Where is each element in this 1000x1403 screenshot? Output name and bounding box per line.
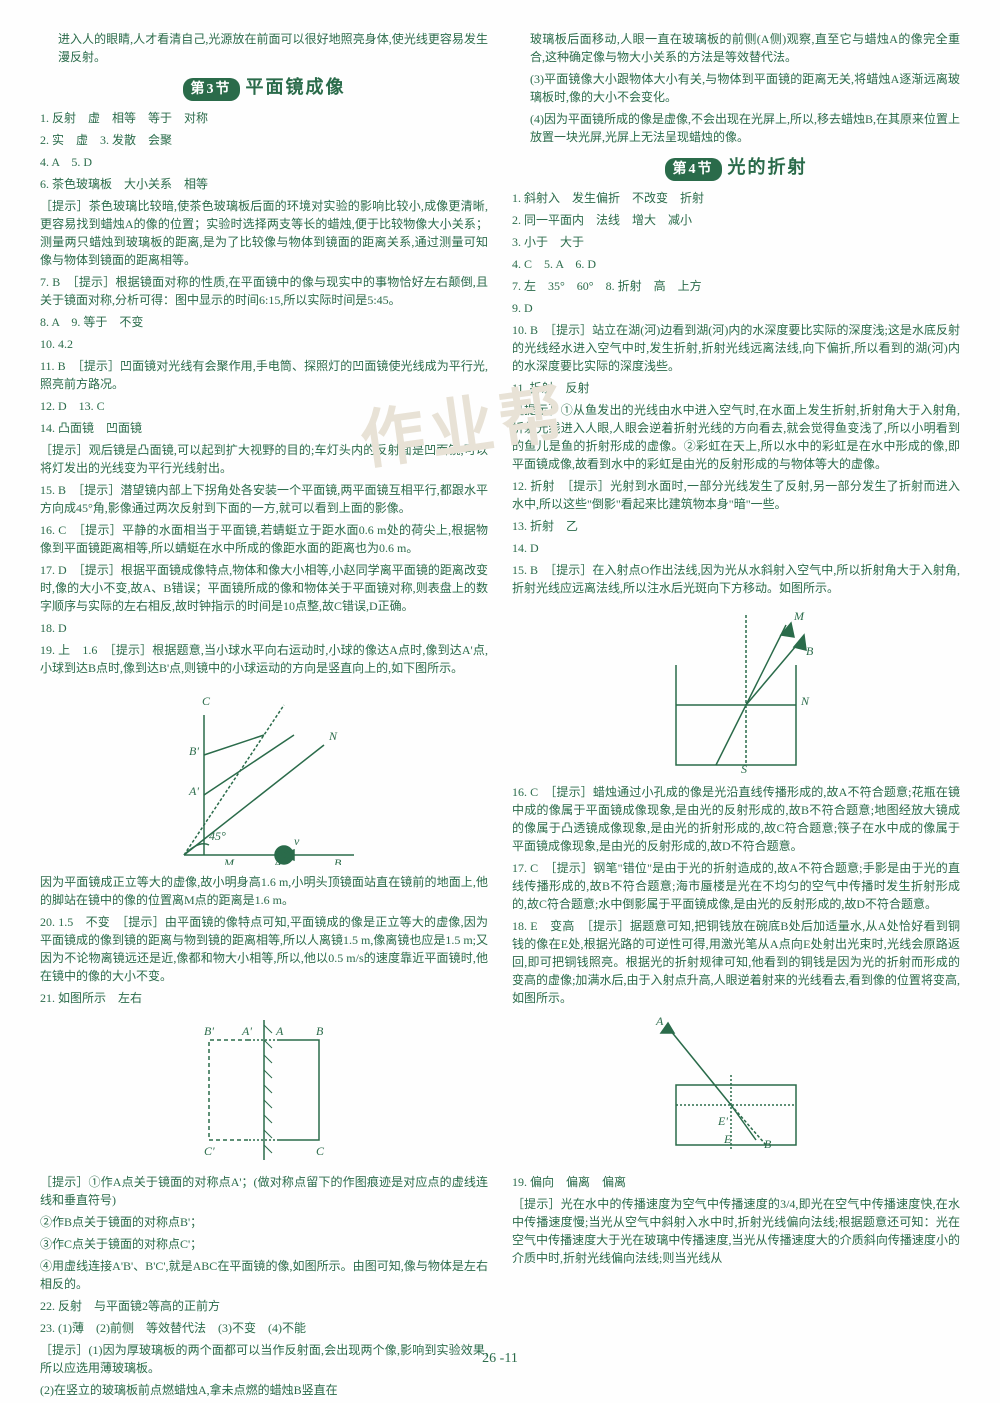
- svg-text:C: C: [316, 1144, 325, 1158]
- diagram-mirror-ball: C B' N A' 45° v M A B: [40, 685, 488, 865]
- text-item: 11. 折射 反射: [512, 379, 960, 397]
- text-item: 2. 同一平面内 法线 增大 减小: [512, 211, 960, 229]
- text-item: 22. 反射 与平面镜2等高的正前方: [40, 1297, 488, 1315]
- diagram-refraction-tank: M B N S: [512, 605, 960, 775]
- left-intro: 进入人的眼睛,人才看清自己,光源放在前面可以很好地照亮身体,使光线更容易发生漫反…: [40, 30, 488, 66]
- svg-text:N: N: [328, 729, 338, 743]
- right-intro: 玻璃板后面移动,人眼一直在玻璃板的前侧(A侧)观察,直至它与蜡烛A的像完全重合,…: [512, 30, 960, 146]
- text-item: 15. B ［提示］在入射点O作出法线,因为光从水斜射入空气中,所以折射角大于入…: [512, 561, 960, 597]
- svg-text:N: N: [800, 694, 810, 708]
- right-items: 1. 斜射入 发生偏折 不改变 折射 2. 同一平面内 法线 增大 减小 3. 小于…: [512, 189, 960, 597]
- text-item: 13. 折射 乙: [512, 517, 960, 535]
- text-item: 6. 茶色玻璃板 大小关系 相等: [40, 175, 488, 193]
- diagram-abc-mirror: B' A' A B C' C: [40, 1015, 488, 1165]
- text-item: 4. A 5. D: [40, 153, 488, 171]
- svg-text:S: S: [741, 762, 747, 775]
- text-item: (2)在竖立的玻璃板前点燃蜡烛A,拿未点燃的蜡烛B竖直在: [40, 1381, 488, 1399]
- svg-text:E: E: [723, 1132, 732, 1146]
- text-item: 16. C ［提示］平静的水面相当于平面镜,若蜻蜓立于距水面0.6 m处的荷尖上…: [40, 521, 488, 557]
- text-item: 16. C ［提示］蜡烛通过小孔成的像是光沿直线传播形成的,故A不符合题意;花瓶…: [512, 783, 960, 855]
- text-item: 4. C 5. A 6. D: [512, 255, 960, 273]
- text-item: 3. 小于 大于: [512, 233, 960, 251]
- text-item: 14. D: [512, 539, 960, 557]
- text-item: 10. 4.2: [40, 335, 488, 353]
- right-column: 玻璃板后面移动,人眼一直在玻璃板的前侧(A侧)观察,直至它与蜡烛A的像完全重合,…: [512, 30, 960, 1403]
- text-item: 18. D: [40, 619, 488, 637]
- text-item: 10. B ［提示］站立在湖(河)边看到湖(河)内的水深度要比实际的深度浅;这是…: [512, 321, 960, 375]
- text-item: 20. 1.5 不变 ［提示］由平面镜的像特点可知,平面镜成的像是正立等大的虚像…: [40, 913, 488, 985]
- left-post-d1: 因为平面镜成正立等大的虚像,故小明身高1.6 m,小明头顶镜面站直在镜前的地面上…: [40, 873, 488, 1007]
- section3-badge: 第3节: [183, 78, 240, 101]
- text-item: ［提示］观后镜是凸面镜,可以起到扩大视野的目的;车灯头内的反射面是凹面镜,可以将…: [40, 441, 488, 477]
- section4-text: 光的折射: [728, 157, 808, 177]
- text-item: 18. E 变高 ［提示］据题意可知,把铜钱放在碗底B处后加适量水,从A处恰好看…: [512, 917, 960, 1007]
- svg-text:C': C': [204, 1144, 215, 1158]
- text-item: 23. (1)薄 (2)前侧 等效替代法 (3)不变 (4)不能: [40, 1319, 488, 1337]
- section3-title: 第3节平面镜成像: [40, 74, 488, 101]
- text-item: 12. D 13. C: [40, 397, 488, 415]
- diagram-coin-bowl: A E' E B: [512, 1015, 960, 1165]
- text-item: 7. 左 35° 60° 8. 折射 高 上方: [512, 277, 960, 295]
- text-item: 15. B ［提示］潜望镜内部上下拐角处各安装一个平面镜,两平面镜互相平行,都跟…: [40, 481, 488, 517]
- svg-text:45°: 45°: [209, 829, 226, 843]
- text-item: 19. 偏向 偏离 偏离: [512, 1173, 960, 1191]
- text-item: 19. 上 1.6 ［提示］根据题意,当小球水平向右运动时,小球的像达A点时,像…: [40, 641, 488, 677]
- section4-title: 第4节光的折射: [512, 154, 960, 181]
- section4-badge: 第4节: [665, 158, 722, 181]
- text-item: ［提示］茶色玻璃比较暗,使茶色玻璃板后面的环境对实验的影响比较小,成像更清晰,更…: [40, 197, 488, 269]
- text-item: 8. A 9. 等于 不变: [40, 313, 488, 331]
- text-item: ［提示］①作A点关于镜面的对称点A'；(做对称点留下的作图痕迹是对应点的虚线连线…: [40, 1173, 488, 1209]
- text-item: ④用虚线连接A'B'、B'C',就是ABC在平面镜的像,如图所示。由图可知,像与…: [40, 1257, 488, 1293]
- text-item: 17. D ［提示］根据平面镜成像特点,物体和像大小相等,小赵同学离平面镜的距离…: [40, 561, 488, 615]
- section3-text: 平面镜成像: [246, 77, 346, 97]
- text-item: ②作B点关于镜面的对称点B'；: [40, 1213, 488, 1231]
- text-item: ［提示］光在水中的传播速度为空气中传播速度的3/4,即光在空气中传播速度快,在水…: [512, 1195, 960, 1267]
- text-item: 2. 实 虚 3. 发散 会聚: [40, 131, 488, 149]
- svg-text:A: A: [275, 1024, 284, 1038]
- page-number: 26 -11: [0, 1348, 1000, 1369]
- text-item: 12. 折射 ［提示］光射到水面时,一部分光线发生了反射,另一部分发生了折射而进…: [512, 477, 960, 513]
- text-item: 因为平面镜成正立等大的虚像,故小明身高1.6 m,小明头顶镜面站直在镜前的地面上…: [40, 873, 488, 909]
- text-item: 17. C ［提示］钢笔"错位"是由于光的折射造成的,故A不符合题意;手影是由于…: [512, 859, 960, 913]
- svg-text:A': A': [241, 1024, 252, 1038]
- svg-text:v: v: [294, 834, 300, 848]
- left-items: 1. 反射 虚 相等 等于 对称 2. 实 虚 3. 发散 会聚 4. A 5. D…: [40, 109, 488, 677]
- text-item: 14. 凸面镜 凹面镜: [40, 419, 488, 437]
- svg-text:M: M: [793, 609, 805, 623]
- right-post-d2: 19. 偏向 偏离 偏离 ［提示］光在水中的传播速度为空气中传播速度的3/4,即光…: [512, 1173, 960, 1267]
- svg-text:E': E': [717, 1114, 728, 1128]
- text-item: ③作C点关于镜面的对称点C'；: [40, 1235, 488, 1253]
- text-item: (3)平面镜像大小跟物体大小有关,与物体到平面镜的距离无关,将蜡烛A逐渐远离玻璃…: [512, 70, 960, 106]
- text-item: 7. B ［提示］根据镜面对称的性质,在平面镜中的像与现实中的事物恰好左右颠倒,…: [40, 273, 488, 309]
- text-item: 1. 斜射入 发生偏折 不改变 折射: [512, 189, 960, 207]
- left-column: 进入人的眼睛,人才看清自己,光源放在前面可以很好地照亮身体,使光线更容易发生漫反…: [40, 30, 488, 1403]
- svg-text:M: M: [223, 856, 235, 865]
- svg-text:A': A': [188, 784, 199, 798]
- svg-text:B: B: [316, 1024, 324, 1038]
- text-item: 9. D: [512, 299, 960, 317]
- text-item: ［提示］①从鱼发出的光线由水中进入空气时,在水面上发生折射,折射角大于入射角,折…: [512, 401, 960, 473]
- text-item: 11. B ［提示］凹面镜对光线有会聚作用,手电筒、探照灯的凹面镜使光线成为平行…: [40, 357, 488, 393]
- svg-text:B: B: [764, 1137, 772, 1151]
- text-item: 21. 如图所示 左右: [40, 989, 488, 1007]
- svg-text:B': B': [189, 744, 199, 758]
- svg-text:A: A: [655, 1015, 664, 1028]
- page-columns: 进入人的眼睛,人才看清自己,光源放在前面可以很好地照亮身体,使光线更容易发生漫反…: [40, 30, 960, 1403]
- text-item: 玻璃板后面移动,人眼一直在玻璃板的前侧(A侧)观察,直至它与蜡烛A的像完全重合,…: [512, 30, 960, 66]
- svg-text:B: B: [334, 856, 342, 865]
- text-item: (4)因为平面镜所成的像是虚像,不会出现在光屏上,所以,移去蜡烛B,在其原来位置…: [512, 110, 960, 146]
- text-item: 1. 反射 虚 相等 等于 对称: [40, 109, 488, 127]
- svg-text:B': B': [204, 1024, 214, 1038]
- right-post-d1: 16. C ［提示］蜡烛通过小孔成的像是光沿直线传播形成的,故A不符合题意;花瓶…: [512, 783, 960, 1007]
- svg-text:C: C: [202, 694, 211, 708]
- svg-text:B: B: [806, 644, 814, 658]
- svg-text:A: A: [273, 856, 282, 865]
